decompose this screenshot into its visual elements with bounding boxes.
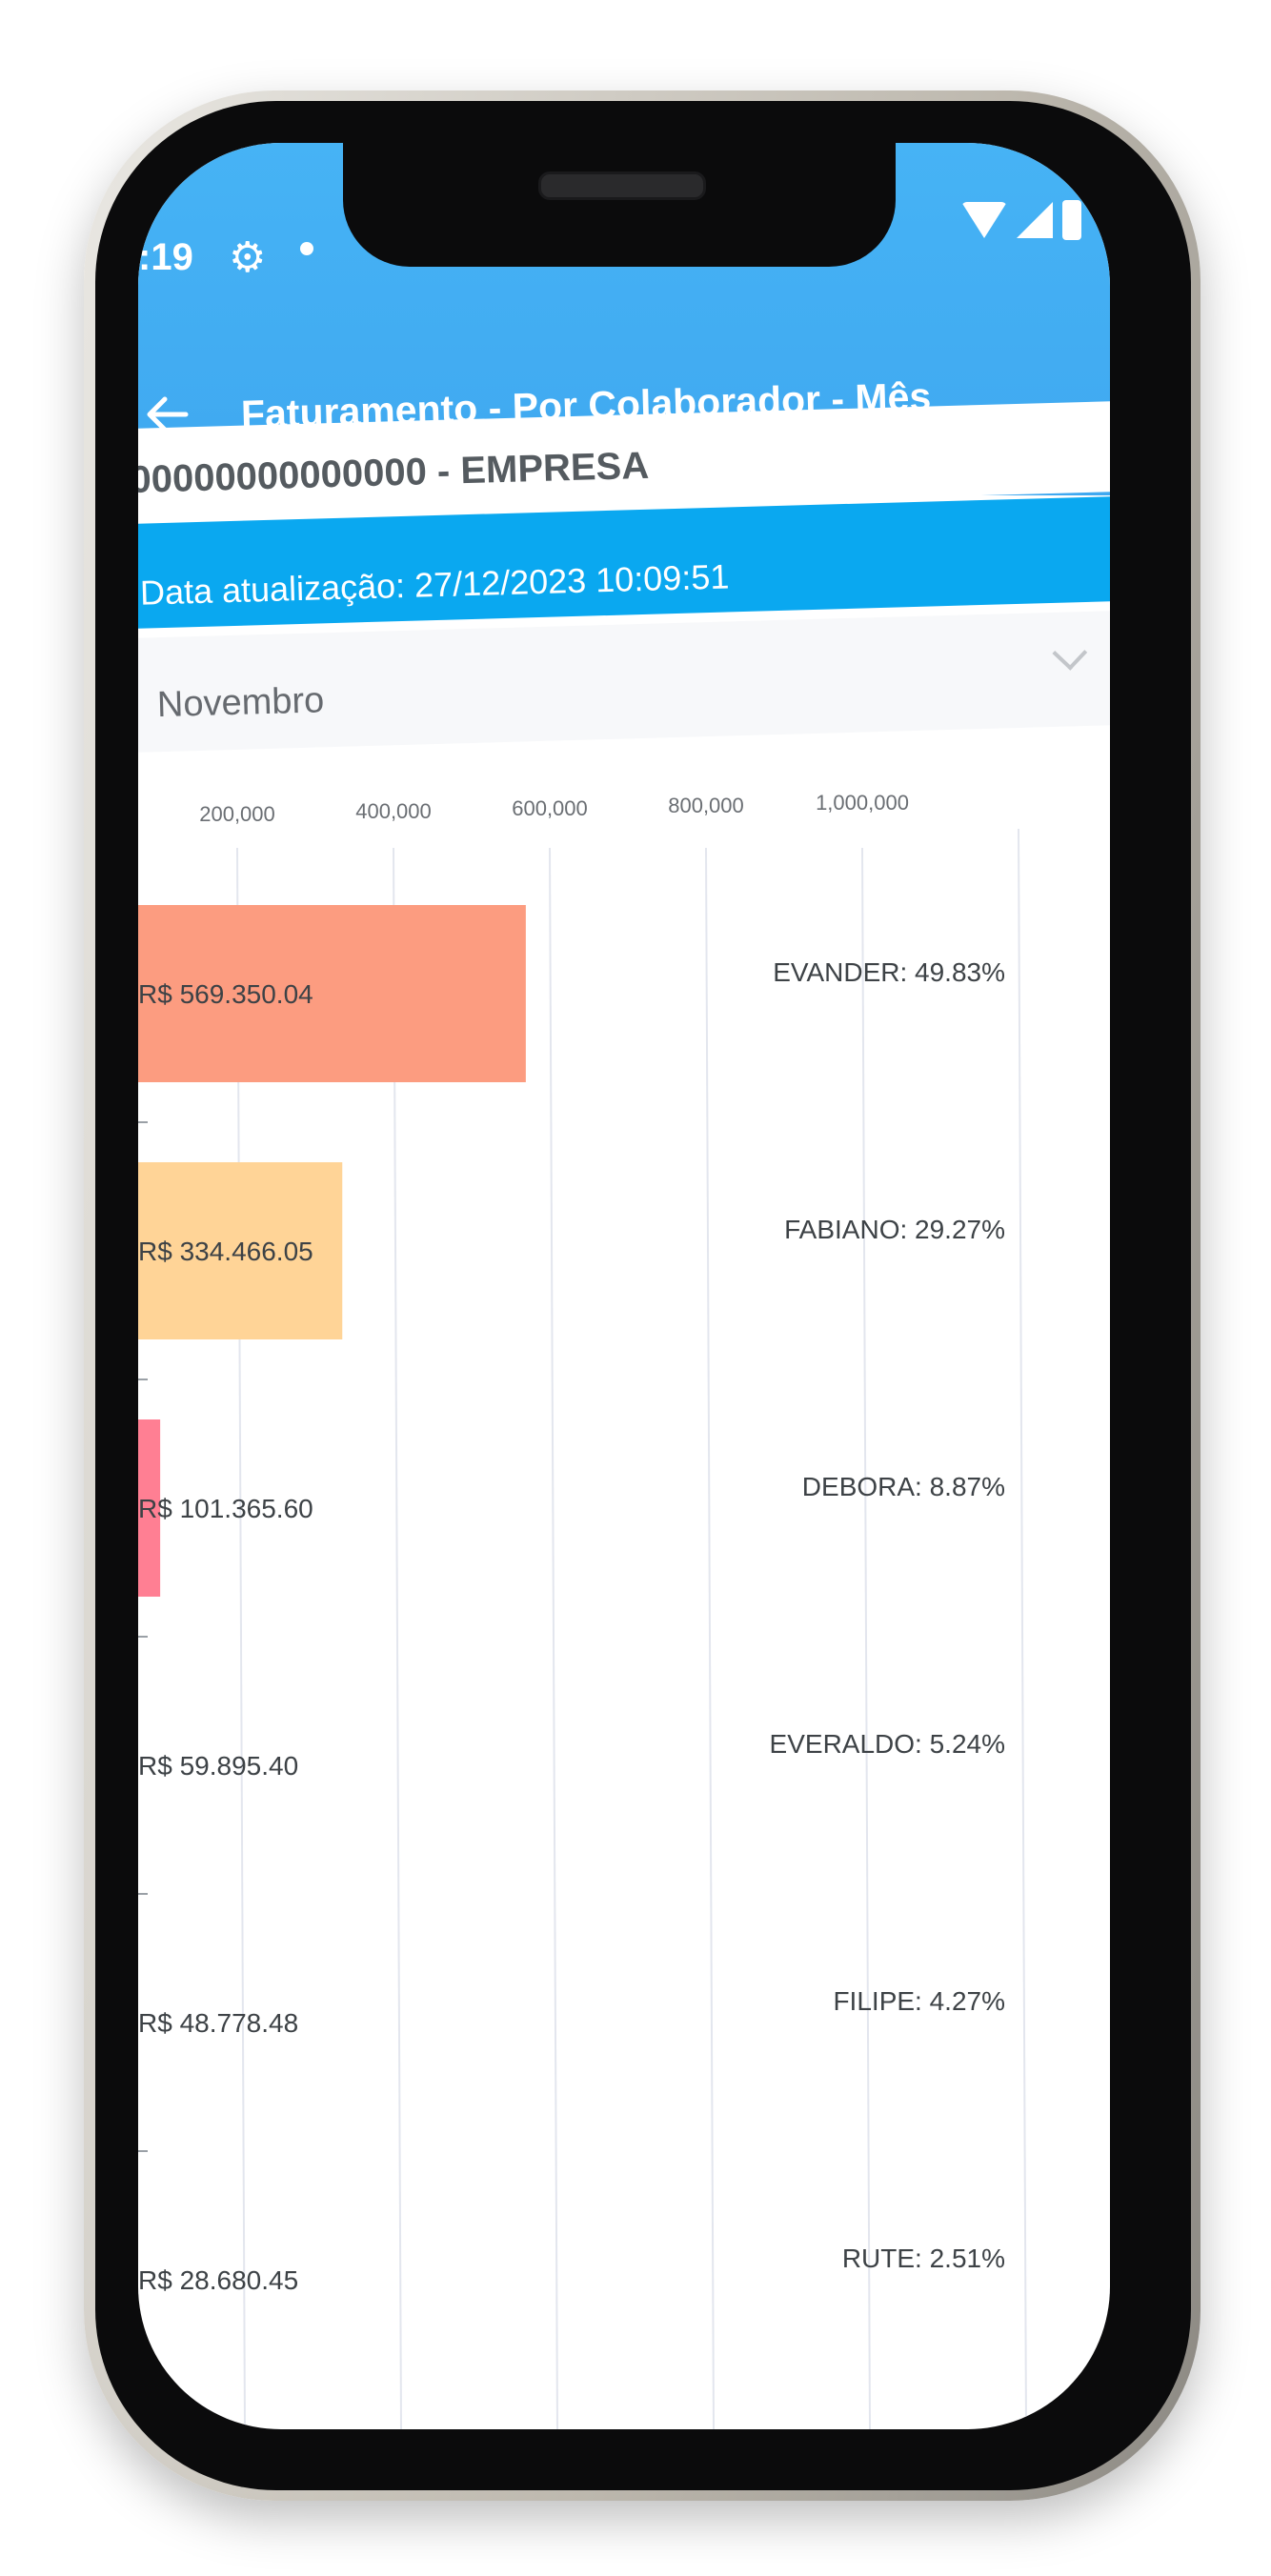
x-tick-label: 800,000 [668, 794, 744, 817]
month-selected-value: Novembro [156, 680, 325, 726]
update-bar: Data atualização: 27/12/2023 10:09:51 [138, 495, 1110, 629]
bar[interactable] [138, 1162, 343, 1339]
battery-icon [1062, 200, 1081, 240]
category-label: FILIPE: 4.27% [833, 1986, 1005, 2016]
update-timestamp: Data atualização: 27/12/2023 10:09:51 [139, 556, 730, 613]
x-tick-label: 400,000 [355, 799, 432, 823]
category-label: EVERALDO: 5.24% [770, 1729, 1005, 1759]
bar-value-label: R$ 569.350.04 [138, 979, 313, 1009]
gridline [393, 847, 402, 2429]
gear-icon: ⚙ [229, 234, 267, 281]
status-bar: :19 ⚙ [138, 143, 1110, 281]
status-icons [961, 200, 1081, 240]
status-time: :19 [138, 236, 193, 278]
category-label: DEBORA: 8.87% [802, 1472, 1005, 1501]
x-tick-label: 600,000 [512, 796, 588, 820]
bar-chart-svg: 200,000 400,000 600,000 800,000 1,000,000 R$ … [138, 791, 1027, 2429]
gridline [549, 847, 558, 2429]
x-tick-label: 200,000 [199, 802, 275, 826]
company-label: 00000000000000 - EMPRESA [138, 444, 650, 501]
gridline [861, 847, 871, 2429]
x-tick-label: 1,000,000 [816, 791, 909, 815]
wifi-icon [961, 202, 1007, 238]
phone-notch [343, 143, 896, 267]
gridline [236, 847, 246, 2429]
arrow-left-icon[interactable] [146, 395, 189, 433]
bar-value-label: R$ 101.365.60 [138, 1494, 313, 1523]
category-label: EVANDER: 49.83% [773, 957, 1005, 987]
signal-icon [1017, 202, 1053, 238]
speaker-grille [538, 171, 706, 200]
notification-dot-icon [300, 242, 313, 255]
gridline [1018, 828, 1027, 2429]
bar-value-label: R$ 48.778.48 [138, 2008, 298, 2038]
phone-screen: :19 ⚙ Faturamento - Por Colaborador - Mê… [138, 143, 1110, 2429]
bar[interactable] [138, 905, 526, 1082]
bar-value-label: R$ 334.466.05 [138, 1237, 313, 1266]
bar-chart: 200,000 400,000 600,000 800,000 1,000,000 R$ … [138, 772, 1110, 2429]
arrow-left-icon-graphic [147, 396, 189, 433]
category-label: FABIANO: 29.27% [784, 1215, 1005, 1244]
category-label: RUTE: 2.51% [842, 2244, 1005, 2273]
month-select[interactable]: Novembro [138, 610, 1110, 753]
chevron-down-icon [1052, 635, 1088, 671]
bar-value-label: R$ 59.895.40 [138, 1751, 298, 1781]
bar[interactable] [138, 1419, 161, 1597]
bar-value-label: R$ 28.680.45 [138, 2265, 298, 2295]
gridline [705, 847, 715, 2429]
